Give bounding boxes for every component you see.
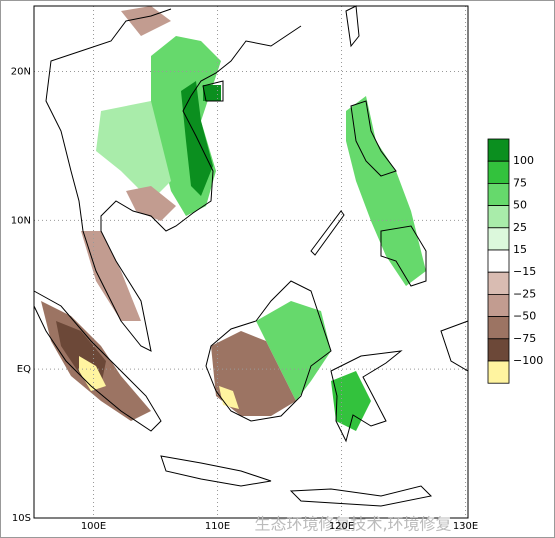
legend-label: 25	[513, 221, 527, 234]
y-tick-label: 20N	[11, 66, 31, 77]
map-frame	[33, 5, 469, 519]
legend-swatch	[487, 205, 510, 229]
y-tick-label: 10N	[11, 215, 31, 226]
coastline	[45, 8, 302, 352]
legend-swatch	[487, 249, 510, 273]
legend-swatch	[487, 293, 510, 317]
x-tick-label: 130E	[453, 521, 478, 532]
coastline	[160, 455, 272, 487]
field-yellow	[219, 386, 239, 409]
coastline	[350, 100, 397, 177]
legend-label: −50	[513, 310, 536, 323]
coastline	[380, 225, 427, 287]
legend-label: 15	[513, 243, 527, 256]
legend-label: −15	[513, 265, 536, 278]
legend-swatch	[487, 138, 510, 162]
field-yellow	[79, 356, 106, 391]
coastline	[330, 350, 403, 443]
coastline	[289, 485, 433, 507]
coastline	[345, 5, 360, 48]
coastline	[440, 320, 469, 372]
legend-swatch	[487, 360, 510, 384]
legend-label: −75	[513, 332, 536, 345]
precip-fields	[41, 6, 426, 431]
watermark: 生态环境修复技术,环境修复	[254, 515, 451, 534]
coastline	[310, 210, 345, 256]
legend-label: 100	[513, 154, 534, 167]
x-tick-label: 120E	[329, 521, 354, 532]
x-tick-label: 100E	[81, 521, 106, 532]
y-tick-label: EQ	[17, 364, 31, 375]
coastline	[205, 280, 332, 422]
legend-swatch	[487, 338, 510, 362]
legend-swatch	[487, 316, 510, 340]
field-green	[256, 301, 331, 401]
legend-swatch	[487, 160, 510, 184]
field-green	[331, 371, 371, 431]
x-tick-label: 110E	[205, 521, 230, 532]
field-light-green	[96, 101, 171, 201]
legend-label: 75	[513, 176, 527, 189]
field-light-brown	[126, 186, 176, 221]
field-dark-green	[203, 85, 221, 101]
legend-swatch	[487, 182, 510, 206]
field-light-brown	[81, 231, 141, 321]
coastline	[33, 290, 162, 432]
y-tick-label: 10S	[12, 513, 31, 524]
legend-label: −100	[513, 354, 543, 367]
legend-swatch	[487, 227, 510, 251]
legend-label: 50	[513, 199, 527, 212]
legend-swatch	[487, 271, 510, 295]
coastline	[202, 80, 224, 102]
field-green	[346, 96, 426, 286]
coastlines	[33, 5, 469, 507]
legend-label: −25	[513, 287, 536, 300]
